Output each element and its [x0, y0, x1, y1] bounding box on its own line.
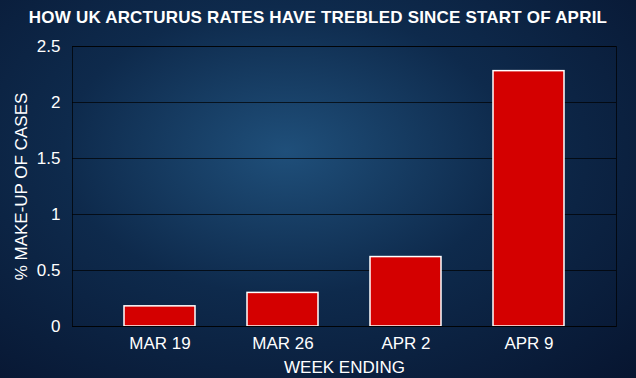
- svg-text:0: 0: [51, 317, 60, 336]
- html-text:HOW UK ARCTURUS RATES HAVE TRE: HOW UK ARCTURUS RATES HAVE TREBLED SINCE…: [28, 8, 608, 27]
- svg-text:MAR 26: MAR 26: [252, 334, 313, 353]
- svg-text:2.5: 2.5: [37, 37, 61, 56]
- svg-text:0.5: 0.5: [37, 261, 61, 280]
- svg-text:2: 2: [51, 93, 60, 112]
- svg-text:MAR 19: MAR 19: [129, 334, 190, 353]
- svg-text:APR 2: APR 2: [381, 334, 430, 353]
- svg-text:1: 1: [51, 205, 60, 224]
- svg-text:APR 9: APR 9: [504, 334, 553, 353]
- svg-text:1.5: 1.5: [37, 149, 61, 168]
- svg-text:WEEK ENDING: WEEK ENDING: [284, 358, 405, 377]
- svg-text:% MAKE-UP OF CASES: % MAKE-UP OF CASES: [12, 93, 31, 281]
